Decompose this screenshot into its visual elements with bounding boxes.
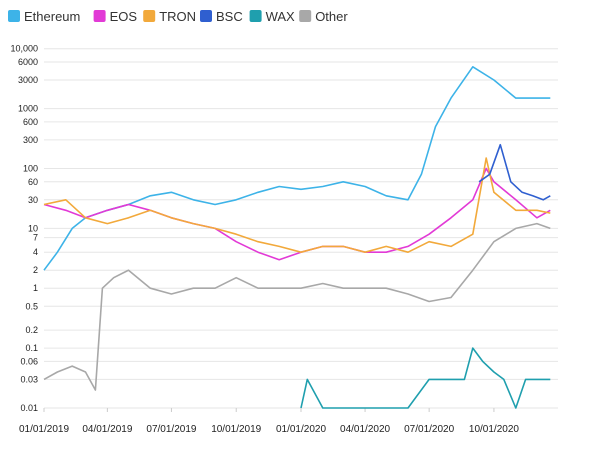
series-line-tron — [43, 157, 551, 253]
legend-label: WAX — [266, 9, 295, 24]
legend-label: EOS — [110, 9, 138, 24]
x-tick-label: 01/01/2019 — [19, 424, 69, 435]
legend-swatch — [249, 10, 262, 22]
series-line-other — [43, 222, 551, 391]
x-axis-ticks: 01/01/2019 04/01/2019 07/01/2019 10/01/2019… — [19, 408, 519, 435]
y-tick-label: 10,000 — [10, 44, 38, 54]
y-tick-label: 30 — [28, 195, 38, 205]
legend-swatch — [143, 10, 156, 22]
y-tick-label: 3000 — [18, 75, 38, 85]
y-tick-label: 2 — [33, 265, 38, 275]
legend-item[interactable]: Other — [299, 9, 348, 24]
legend-label: BSC — [216, 9, 243, 24]
y-tick-label: 600 — [23, 117, 38, 127]
legend-swatch — [299, 10, 312, 22]
legend-item[interactable]: BSC — [200, 9, 243, 24]
x-tick-label: 07/01/2019 — [146, 424, 196, 435]
legend-swatch — [8, 10, 20, 22]
y-axis-ticks: 0.01 0.03 0.06 0.1 0.2 0.5 1 2 4 710 30 60 100 300 600… — [10, 44, 38, 413]
legend-label: TRON — [159, 9, 196, 24]
y-tick-label: 300 — [23, 135, 38, 145]
x-tick-label: 04/01/2020 — [340, 424, 390, 435]
y-tick-label: 0.03 — [20, 374, 38, 384]
y-tick-label: 10 — [28, 223, 38, 233]
y-tick-label: 100 — [23, 163, 38, 173]
y-tick-label: 60 — [28, 177, 38, 187]
series-line-wax — [300, 347, 551, 409]
legend-swatch — [200, 10, 212, 22]
legend-item[interactable]: Ethereum — [8, 9, 80, 24]
x-tick-label: 01/01/2020 — [276, 424, 326, 435]
y-tick-label: 1 — [33, 283, 38, 293]
legend: Ethereum EOS TRON BSC WAX Other — [8, 9, 348, 24]
legend-swatch — [93, 10, 106, 22]
y-tick-label: 0.06 — [20, 356, 38, 366]
x-tick-label: 04/01/2019 — [82, 424, 132, 435]
series-line-bsc — [478, 143, 551, 201]
y-tick-label: 1000 — [18, 104, 38, 114]
y-tick-label: 7 — [33, 233, 38, 243]
y-tick-label: 0.2 — [25, 325, 38, 335]
x-tick-label: 10/01/2019 — [211, 424, 261, 435]
series-lines — [43, 66, 551, 409]
legend-label: Other — [315, 9, 348, 24]
y-tick-label: 0.1 — [25, 343, 38, 353]
gridlines — [44, 48, 558, 409]
legend-label: Ethereum — [24, 9, 80, 24]
y-tick-label: 0.5 — [25, 301, 38, 311]
legend-item[interactable]: TRON — [143, 9, 196, 24]
legend-item[interactable]: EOS — [93, 9, 138, 24]
y-tick-label: 4 — [33, 247, 38, 257]
legend-item[interactable]: WAX — [249, 9, 295, 24]
x-tick-label: 10/01/2020 — [469, 424, 519, 435]
x-tick-label: 07/01/2020 — [404, 424, 454, 435]
y-tick-label: 6000 — [18, 57, 38, 67]
y-tick-label: 0.01 — [20, 403, 38, 413]
